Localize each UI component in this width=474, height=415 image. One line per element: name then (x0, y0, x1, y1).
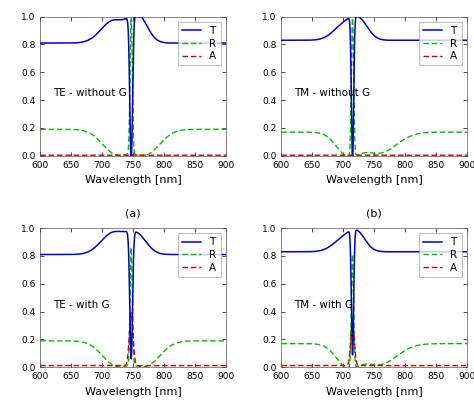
Legend: T, R, A: T, R, A (419, 233, 462, 277)
Legend: T, R, A: T, R, A (178, 233, 220, 277)
Text: TM - without G: TM - without G (294, 88, 371, 98)
X-axis label: Wavelength [nm]: Wavelength [nm] (326, 175, 422, 185)
Text: TE - without G: TE - without G (53, 88, 127, 98)
Text: TM - with G: TM - with G (294, 300, 354, 310)
X-axis label: Wavelength [nm]: Wavelength [nm] (85, 175, 182, 185)
Legend: T, R, A: T, R, A (178, 22, 220, 65)
Legend: T, R, A: T, R, A (419, 22, 462, 65)
Text: TE - with G: TE - with G (53, 300, 110, 310)
Text: (b): (b) (366, 209, 382, 219)
X-axis label: Wavelength [nm]: Wavelength [nm] (85, 387, 182, 397)
Text: (a): (a) (125, 209, 141, 219)
X-axis label: Wavelength [nm]: Wavelength [nm] (326, 387, 422, 397)
